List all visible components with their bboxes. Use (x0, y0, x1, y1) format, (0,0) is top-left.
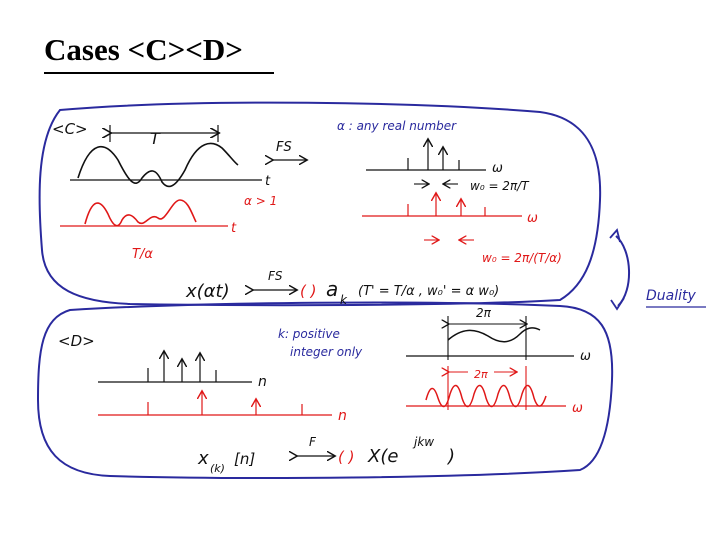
n-axis-label: n (258, 374, 267, 390)
pair-d-lhs: x (197, 448, 209, 469)
period-label: T (150, 129, 161, 148)
pair-paren: ( ) (300, 282, 316, 300)
pair-d-f-label: F (309, 435, 317, 449)
spectrum-curve (447, 327, 541, 343)
pair-lhs: x(αt) (185, 281, 230, 302)
pair-note: (T' = T/α , w₀' = α w₀) (358, 284, 499, 299)
slide-title: Cases <C><D> (44, 32, 243, 67)
pair-d-rhs-exp: jkw (412, 435, 434, 449)
red-spectrum-axis-label: ω (572, 401, 583, 416)
pair-rhs-sub: k (340, 293, 348, 307)
pair-fs-label: FS (268, 269, 283, 283)
pair-d-lhs-sub: (k) (210, 462, 225, 475)
red-spectrum-curve (425, 384, 547, 408)
red-freq-axis-label: ω (527, 211, 538, 226)
spectrum-axis-label: ω (580, 349, 591, 364)
w0-top-formula: w₀ = 2π/T (470, 179, 530, 193)
freq-axis-label: ω (492, 161, 503, 176)
panel-c-label: <C> (52, 120, 88, 138)
red-spectrum-period-label: 2π (474, 368, 488, 381)
time-axis-label: t (265, 174, 271, 189)
duality-arrow (615, 235, 630, 307)
red-n-axis-label: n (338, 408, 347, 424)
scaled-signal-curve (84, 199, 197, 227)
k-note-line1: k: positive (278, 327, 340, 341)
duality-label: Duality (646, 288, 697, 304)
pair-d-rhs: X(e (367, 446, 398, 467)
pair-d-lhs-arg: [n] (234, 450, 255, 468)
duality-arrow-head (609, 228, 621, 243)
panel-d-outline (36, 301, 614, 479)
panel-d-label: <D> (58, 332, 95, 350)
pair-rhs: a (326, 277, 338, 301)
duality-arrow-head (610, 297, 625, 311)
spectrum-period-label: 2π (476, 306, 492, 320)
alpha-note: α : any real number (337, 119, 457, 133)
fs-label: FS (276, 140, 292, 155)
scaled-period-label: T/α (132, 247, 153, 262)
k-note-line2: integer only (290, 345, 363, 359)
w0-bottom-formula: w₀ = 2π/(T/α) (482, 251, 562, 265)
alpha-condition: α > 1 (244, 194, 277, 208)
panel-c-outline (38, 101, 602, 307)
pair-d-rhs-close: ) (446, 446, 455, 467)
pair-d-paren: ( ) (338, 448, 354, 466)
title-underline (44, 72, 274, 74)
periodic-signal-curve (77, 142, 239, 188)
red-time-axis-label: t (231, 221, 237, 236)
